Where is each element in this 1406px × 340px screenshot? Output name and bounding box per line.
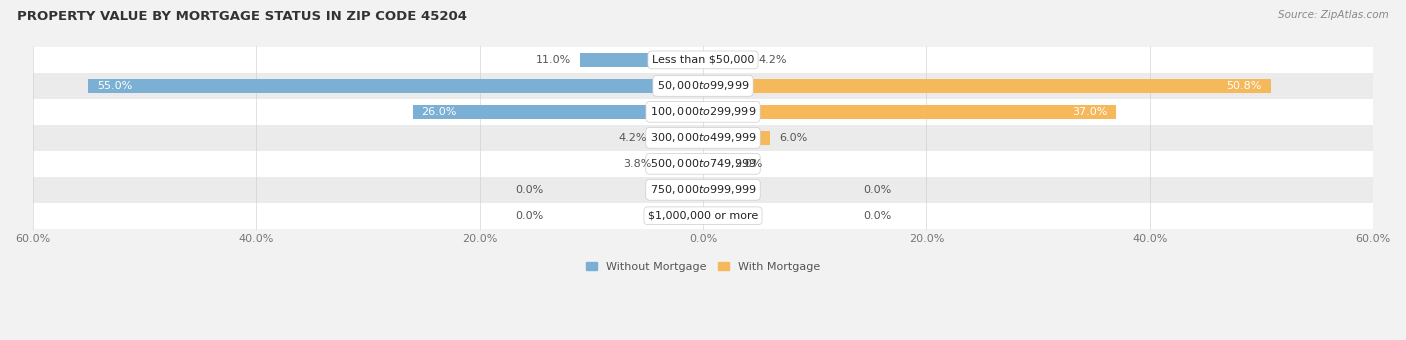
Text: 2.0%: 2.0%: [734, 159, 762, 169]
Bar: [32, 73, 1374, 99]
Bar: [703, 105, 1116, 119]
Text: 4.2%: 4.2%: [619, 133, 647, 143]
Bar: [32, 125, 1374, 151]
Text: $1,000,000 or more: $1,000,000 or more: [648, 211, 758, 221]
Bar: [703, 53, 749, 67]
Bar: [657, 131, 703, 145]
Text: $100,000 to $299,999: $100,000 to $299,999: [650, 105, 756, 118]
Bar: [581, 53, 703, 67]
Text: 50.8%: 50.8%: [1226, 81, 1261, 91]
Bar: [32, 47, 1374, 73]
Bar: [703, 157, 725, 171]
Bar: [32, 177, 1374, 203]
Bar: [703, 79, 1271, 93]
Text: 0.0%: 0.0%: [863, 185, 891, 195]
Bar: [703, 131, 770, 145]
Text: 55.0%: 55.0%: [97, 81, 132, 91]
Text: 26.0%: 26.0%: [422, 107, 457, 117]
Text: 0.0%: 0.0%: [863, 211, 891, 221]
Bar: [32, 99, 1374, 125]
Bar: [412, 105, 703, 119]
Text: 37.0%: 37.0%: [1073, 107, 1108, 117]
Bar: [89, 79, 703, 93]
Text: 0.0%: 0.0%: [515, 211, 543, 221]
Bar: [32, 151, 1374, 177]
Text: $50,000 to $99,999: $50,000 to $99,999: [657, 79, 749, 92]
Legend: Without Mortgage, With Mortgage: Without Mortgage, With Mortgage: [582, 257, 824, 276]
Text: Less than $50,000: Less than $50,000: [652, 55, 754, 65]
Text: PROPERTY VALUE BY MORTGAGE STATUS IN ZIP CODE 45204: PROPERTY VALUE BY MORTGAGE STATUS IN ZIP…: [17, 10, 467, 23]
Text: 4.2%: 4.2%: [759, 55, 787, 65]
Text: 6.0%: 6.0%: [779, 133, 807, 143]
Text: $500,000 to $749,999: $500,000 to $749,999: [650, 157, 756, 170]
Text: Source: ZipAtlas.com: Source: ZipAtlas.com: [1278, 10, 1389, 20]
Text: $300,000 to $499,999: $300,000 to $499,999: [650, 131, 756, 144]
Text: $750,000 to $999,999: $750,000 to $999,999: [650, 183, 756, 196]
Bar: [661, 157, 703, 171]
Text: 11.0%: 11.0%: [536, 55, 571, 65]
Text: 0.0%: 0.0%: [515, 185, 543, 195]
Bar: [32, 203, 1374, 229]
Text: 3.8%: 3.8%: [623, 159, 651, 169]
